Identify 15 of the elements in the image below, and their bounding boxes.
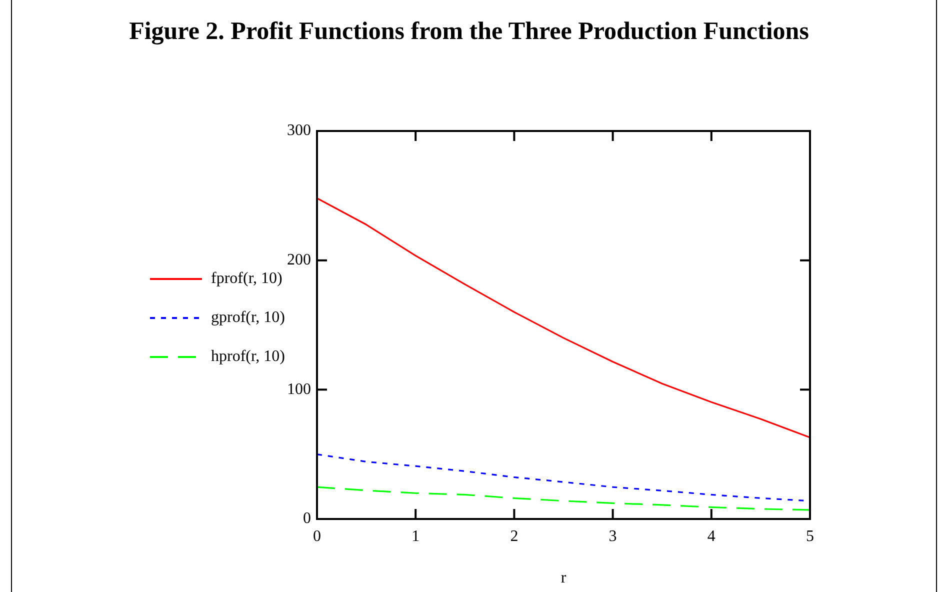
x-tick-label: 4: [707, 528, 716, 545]
x-tick-label: 3: [608, 528, 617, 545]
y-tick-label: 200: [287, 252, 311, 269]
x-tick-label: 1: [412, 528, 420, 545]
x-tick-label: 2: [510, 528, 518, 545]
x-tick-label: 5: [806, 528, 814, 545]
y-tick-label: 0: [303, 510, 311, 528]
chart-title: Figure 2. Profit Functions from the Three Production Functions: [128, 18, 810, 46]
legend-label: gprof(r, 10): [210, 309, 285, 326]
line-series: [317, 486, 810, 511]
legend-label: hprof(r, 10): [210, 348, 285, 365]
y-tick-label: 300: [287, 122, 311, 140]
y-tick-label: 100: [287, 380, 311, 398]
legend-label: fprof(r, 10): [210, 270, 282, 287]
x-axis-title: r: [560, 570, 567, 587]
